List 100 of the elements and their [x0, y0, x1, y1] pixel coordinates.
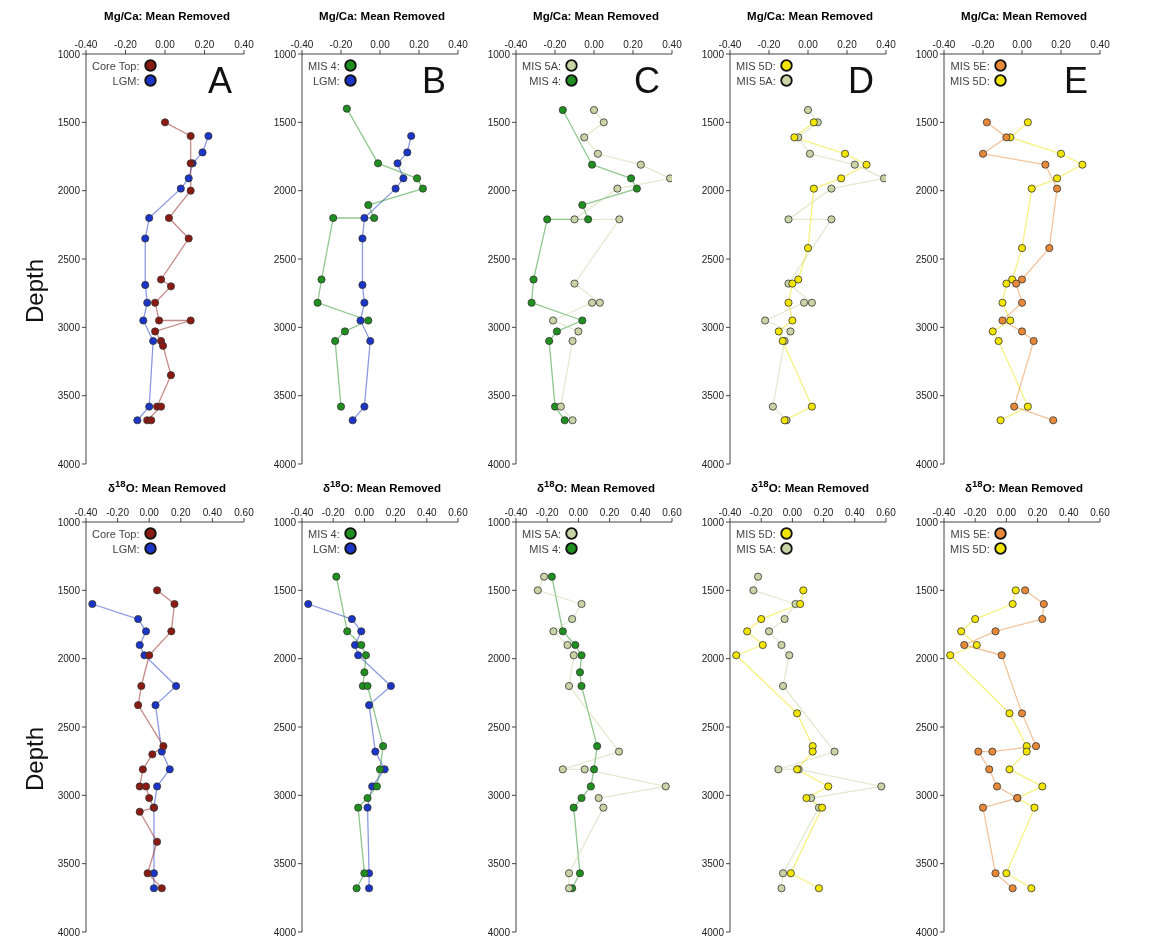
- x-tick-label: 0.40: [202, 507, 223, 518]
- legend-label: Core Top:: [92, 59, 140, 72]
- x-tick-label: 0.00: [155, 39, 176, 50]
- y-tick-label: 3000: [701, 321, 725, 333]
- y-tick-label: 1000: [915, 48, 939, 60]
- y-tick-label: 1000: [273, 516, 297, 528]
- y-tick-label: 1000: [273, 48, 297, 60]
- x-tick-label: -0.40: [290, 507, 314, 518]
- legend-label: MIS 5D:: [950, 542, 990, 555]
- y-tick-label: 4000: [273, 458, 297, 470]
- y-tick-label: 2500: [701, 253, 725, 265]
- y-tick-label: 3500: [57, 858, 81, 870]
- x-tick-label: 0.60: [876, 507, 897, 518]
- x-tick-label: 0.00: [354, 507, 375, 518]
- x-tick-label: -0.20: [535, 507, 560, 518]
- y-tick-label: 1500: [57, 584, 81, 596]
- x-tick-label: 0.20: [813, 507, 834, 518]
- y-tick-label: 1500: [701, 584, 725, 596]
- y-tick-label: 2000: [487, 653, 511, 665]
- y-tick-label: 2000: [487, 185, 511, 197]
- y-tick-label: 3000: [57, 321, 81, 333]
- x-tick-label: 0.40: [448, 39, 469, 50]
- x-tick-label: 0.20: [1051, 39, 1072, 50]
- y-tick-label: 3500: [273, 390, 297, 402]
- y-tick-label: 2500: [915, 253, 939, 265]
- legend-label: LGM:: [312, 74, 340, 87]
- legend-label: LGM:: [312, 542, 340, 555]
- y-tick-label: 2500: [57, 721, 81, 733]
- y-tick-label: 3500: [487, 390, 511, 402]
- legend-label: MIS 5E:: [950, 527, 990, 540]
- y-tick-label: 3500: [487, 858, 511, 870]
- legend-label: MIS 5A:: [522, 527, 562, 540]
- annotation: A: [207, 60, 232, 102]
- y-axis-title: Depth: [20, 259, 48, 324]
- x-tick-label: 0.00: [139, 507, 160, 518]
- y-tick-label: 3500: [701, 858, 725, 870]
- x-tick-label: -0.20: [963, 507, 988, 518]
- y-tick-label: 1500: [701, 116, 725, 128]
- x-tick-label: 0.20: [623, 39, 644, 50]
- x-tick-label: -0.40: [718, 39, 742, 50]
- x-tick-label: 0.60: [662, 507, 683, 518]
- legend-label: MIS 5E:: [950, 59, 990, 72]
- x-tick-label: 0.40: [1059, 507, 1079, 518]
- y-tick-label: 3000: [487, 321, 511, 333]
- y-tick-label: 2500: [487, 253, 511, 265]
- y-tick-label: 1500: [915, 116, 939, 128]
- x-tick-label: 0.00: [370, 39, 391, 50]
- x-tick-label: -0.40: [932, 39, 956, 50]
- y-tick-label: 2500: [57, 253, 81, 265]
- y-tick-label: 2500: [487, 721, 511, 733]
- x-tick-label: 0.40: [662, 39, 683, 50]
- x-axis-title: Mg/Ca: Mean Removed: [960, 10, 1088, 22]
- x-tick-label: 0.20: [599, 507, 620, 518]
- y-tick-label: 3500: [273, 858, 297, 870]
- x-tick-label: -0.40: [74, 39, 98, 50]
- x-axis-title: Mg/Ca: Mean Removed: [532, 10, 660, 22]
- x-axis-title: Mg/Ca: Mean Removed: [318, 10, 446, 22]
- y-tick-label: 3500: [701, 390, 725, 402]
- x-tick-label: 0.00: [584, 39, 605, 50]
- y-tick-label: 3000: [487, 789, 511, 801]
- x-tick-label: 0.40: [876, 39, 897, 50]
- legend-label: MIS 5A:: [522, 59, 562, 72]
- y-tick-label: 1000: [487, 48, 511, 60]
- x-tick-label: -0.20: [543, 39, 567, 50]
- x-tick-label: 0.60: [1090, 507, 1111, 518]
- y-tick-label: 3500: [57, 390, 81, 402]
- x-tick-label: -0.40: [504, 39, 528, 50]
- y-tick-label: 2000: [273, 653, 297, 665]
- annotation: C: [634, 60, 660, 102]
- x-tick-label: -0.40: [718, 507, 742, 518]
- x-tick-label: 0.60: [448, 507, 469, 518]
- x-axis-title: δ$^{18}$O: Mean Removed: [750, 478, 870, 494]
- x-tick-label: -0.20: [749, 507, 774, 518]
- y-tick-label: 4000: [273, 926, 297, 936]
- x-tick-label: 0.00: [798, 39, 819, 50]
- x-tick-label: -0.40: [290, 39, 314, 50]
- legend-label: MIS 4:: [529, 542, 562, 555]
- y-axis-title: Depth: [20, 727, 48, 792]
- x-tick-label: -0.40: [932, 507, 956, 518]
- y-tick-label: 2000: [915, 653, 939, 665]
- y-tick-label: 1000: [701, 516, 725, 528]
- x-tick-label: 0.00: [782, 507, 803, 518]
- legend-label: MIS 5A:: [736, 74, 776, 87]
- y-tick-label: 1000: [57, 48, 81, 60]
- x-tick-label: 0.20: [409, 39, 430, 50]
- y-tick-label: 4000: [487, 458, 511, 470]
- x-tick-label: 0.40: [631, 507, 651, 518]
- x-tick-label: 0.00: [996, 507, 1017, 518]
- y-tick-label: 1500: [57, 116, 81, 128]
- legend-label: MIS 5A:: [736, 542, 776, 555]
- y-tick-label: 2000: [701, 653, 725, 665]
- x-tick-label: -0.20: [329, 39, 353, 50]
- y-tick-label: 1500: [915, 584, 939, 596]
- x-tick-label: -0.20: [971, 39, 995, 50]
- y-tick-label: 1500: [273, 584, 297, 596]
- x-tick-label: 0.20: [194, 39, 215, 50]
- y-tick-label: 4000: [701, 926, 725, 936]
- legend-label: LGM:: [112, 542, 140, 555]
- y-tick-label: 1000: [57, 516, 81, 528]
- legend-label: LGM:: [112, 74, 140, 87]
